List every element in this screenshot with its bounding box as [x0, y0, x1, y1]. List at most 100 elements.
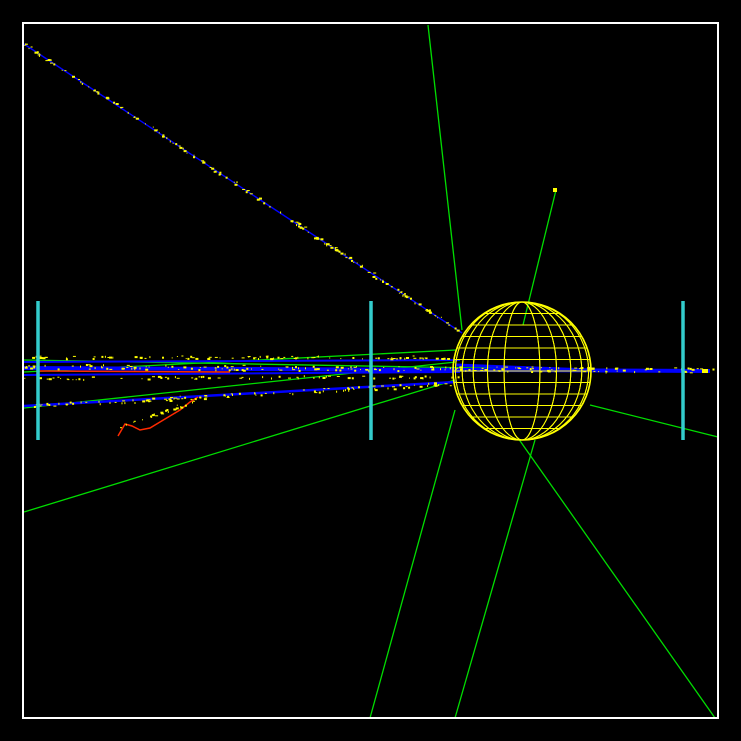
- hit-point: [217, 377, 221, 379]
- hit-point: [195, 377, 198, 380]
- hit-point: [164, 398, 168, 400]
- hit-point: [94, 367, 96, 370]
- hit-point: [35, 405, 37, 407]
- hit-point: [374, 389, 378, 392]
- hit-point: [420, 377, 424, 380]
- hit-point: [66, 357, 68, 360]
- hit-point: [365, 369, 369, 370]
- hit-point: [221, 368, 223, 370]
- hit-point: [162, 135, 165, 138]
- hit-point: [418, 303, 422, 306]
- hit-point: [448, 324, 451, 326]
- hit-point: [113, 101, 116, 104]
- hit-point: [345, 257, 348, 259]
- hit-point: [232, 394, 233, 396]
- hit-point: [224, 365, 227, 368]
- hit-point: [162, 356, 164, 359]
- hit-point: [42, 357, 46, 360]
- hit-point: [255, 394, 257, 396]
- hit-point: [181, 355, 184, 357]
- wireframe-sphere[interactable]: [452, 301, 592, 441]
- hit-point: [89, 365, 93, 368]
- hit-point: [109, 401, 111, 404]
- hit-point: [318, 376, 320, 379]
- hit-point: [178, 369, 180, 370]
- hit-point: [420, 369, 422, 371]
- hit-point: [213, 170, 215, 173]
- hit-point: [558, 367, 560, 370]
- hit-point: [228, 369, 231, 372]
- hit-point: [173, 397, 175, 400]
- hit-point: [53, 405, 57, 407]
- hit-point: [429, 310, 431, 313]
- hit-point: [428, 382, 430, 385]
- hit-point: [396, 358, 398, 360]
- hit-point: [179, 146, 183, 149]
- hit-point: [330, 246, 334, 249]
- hit-point: [444, 369, 446, 371]
- hit-point: [230, 393, 233, 395]
- hit-point: [278, 375, 281, 378]
- hit-point: [186, 152, 188, 154]
- hit-point: [231, 357, 234, 359]
- hit-point: [313, 357, 316, 358]
- hit-point: [314, 392, 318, 394]
- hit-point: [348, 389, 350, 392]
- hit-point: [340, 358, 342, 360]
- hit-point: [614, 367, 618, 370]
- hit-point: [122, 368, 125, 370]
- hit-point: [298, 367, 299, 370]
- hit-point: [480, 369, 484, 371]
- hit-point: [83, 378, 85, 381]
- hit-point: [233, 181, 235, 183]
- hit-point: [241, 377, 243, 379]
- hit-point: [311, 357, 315, 359]
- hit-point: [65, 403, 69, 405]
- hit-point: [286, 366, 289, 368]
- hit-point: [242, 189, 246, 190]
- hit-point: [425, 358, 428, 360]
- hit-point: [185, 358, 187, 360]
- hit-point: [435, 315, 437, 317]
- hit-point: [44, 364, 46, 367]
- hit-point: [424, 375, 427, 378]
- hit-point: [297, 377, 299, 380]
- hit-point: [146, 399, 150, 401]
- hit-point: [605, 370, 608, 372]
- hit-point: [227, 395, 230, 398]
- hit-point: [365, 369, 369, 371]
- hit-point: [41, 357, 42, 359]
- hit-point: [157, 375, 161, 378]
- hit-point: [375, 277, 378, 280]
- hit-point: [348, 258, 350, 260]
- hit-point: [235, 369, 239, 371]
- hit-point: [356, 366, 357, 368]
- hit-point: [413, 384, 415, 386]
- red-track: [39, 370, 231, 373]
- hit-point: [103, 364, 104, 367]
- hit-point: [133, 366, 137, 369]
- hit-point: [289, 393, 291, 394]
- hit-point: [540, 367, 542, 369]
- hit-point: [410, 297, 412, 300]
- hit-point: [307, 231, 309, 233]
- hit-point: [314, 368, 318, 371]
- hit-point: [72, 355, 76, 357]
- hit-point: [402, 294, 404, 297]
- hit-point: [151, 414, 155, 417]
- hit-point: [144, 400, 146, 402]
- hit-point: [37, 54, 41, 56]
- hit-point: [166, 409, 169, 411]
- hit-point: [134, 356, 138, 359]
- hit-point: [277, 356, 280, 359]
- hit-point: [362, 375, 366, 377]
- hit-point: [199, 367, 201, 368]
- hit-point: [270, 358, 274, 361]
- hit-point: [219, 357, 221, 359]
- hit-point: [382, 279, 384, 282]
- hit-point: [41, 404, 43, 406]
- hit-point: [145, 399, 149, 402]
- hit-point: [88, 368, 91, 370]
